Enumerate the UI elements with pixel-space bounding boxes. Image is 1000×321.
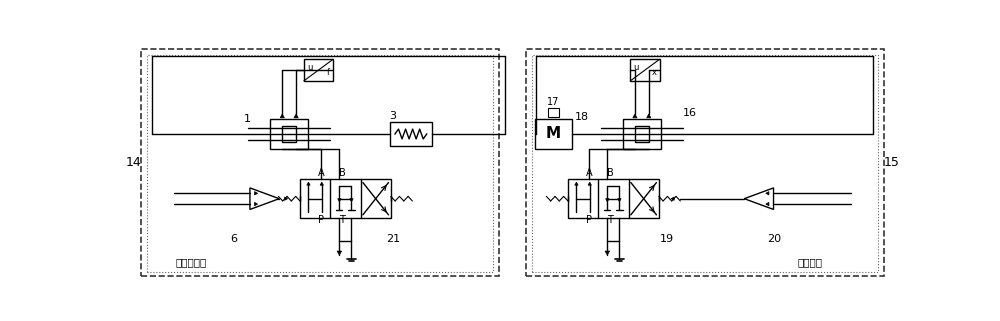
Bar: [548, 108, 559, 117]
Bar: [535, 118, 572, 149]
Polygon shape: [606, 199, 609, 202]
Polygon shape: [575, 182, 578, 185]
Polygon shape: [250, 188, 279, 210]
Bar: [630, 59, 660, 81]
Bar: [300, 179, 391, 218]
Bar: [304, 59, 333, 81]
Text: u: u: [307, 63, 312, 72]
Bar: [390, 122, 432, 146]
Text: B: B: [607, 168, 614, 178]
Text: P: P: [318, 215, 324, 225]
Polygon shape: [307, 182, 310, 185]
Polygon shape: [338, 199, 341, 202]
Text: u: u: [633, 63, 639, 72]
Polygon shape: [255, 202, 258, 206]
Polygon shape: [766, 192, 769, 195]
Polygon shape: [605, 251, 610, 255]
Text: f: f: [327, 68, 330, 77]
Bar: [147, 55, 493, 272]
Text: 17: 17: [547, 97, 559, 107]
Polygon shape: [337, 251, 342, 255]
Bar: [532, 55, 878, 272]
Text: 3: 3: [390, 111, 397, 121]
Polygon shape: [618, 199, 621, 202]
Text: 21: 21: [386, 234, 400, 244]
Polygon shape: [588, 182, 591, 185]
Polygon shape: [350, 199, 353, 202]
Text: B: B: [339, 168, 346, 178]
Text: 18: 18: [575, 112, 589, 122]
Bar: [282, 126, 296, 142]
Text: x: x: [651, 68, 656, 77]
Bar: [568, 179, 659, 218]
Text: 20: 20: [767, 234, 781, 244]
Polygon shape: [671, 197, 674, 200]
Text: 1: 1: [243, 114, 250, 124]
Polygon shape: [766, 202, 769, 206]
Polygon shape: [285, 197, 288, 200]
Text: T: T: [339, 215, 345, 225]
Text: A: A: [318, 168, 324, 178]
Text: P: P: [586, 215, 592, 225]
Polygon shape: [294, 114, 298, 118]
Text: 14: 14: [126, 156, 142, 169]
Polygon shape: [320, 182, 323, 185]
Text: M: M: [546, 126, 561, 142]
Bar: [635, 126, 649, 142]
Polygon shape: [633, 114, 637, 118]
Text: 载荷谱指令: 载荷谱指令: [175, 257, 206, 268]
Polygon shape: [255, 192, 258, 195]
Text: 19: 19: [659, 234, 674, 244]
Polygon shape: [744, 188, 774, 210]
Bar: [270, 119, 308, 149]
Polygon shape: [280, 114, 284, 118]
Bar: [623, 119, 661, 149]
Bar: [141, 49, 499, 276]
Text: 位置指令: 位置指令: [797, 257, 822, 268]
Bar: [526, 49, 884, 276]
Polygon shape: [647, 114, 651, 118]
Text: 16: 16: [683, 108, 697, 118]
Text: T: T: [607, 215, 613, 225]
Text: 15: 15: [883, 156, 899, 169]
Text: 6: 6: [230, 234, 237, 244]
Text: A: A: [586, 168, 592, 178]
